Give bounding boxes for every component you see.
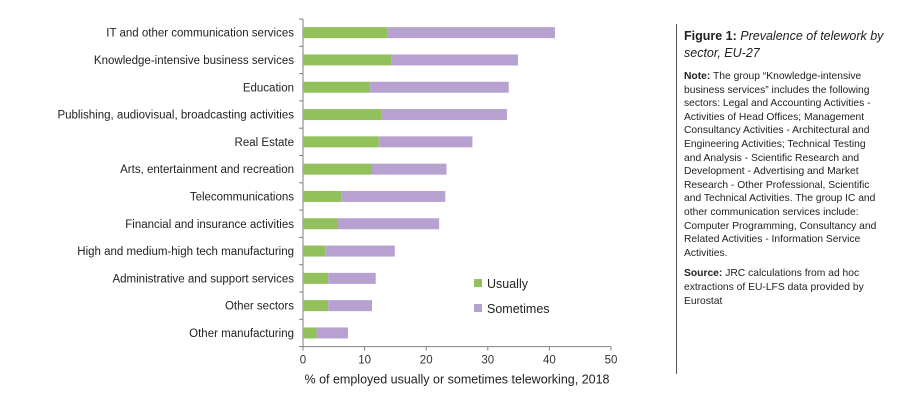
- x-axis-title: % of employed usually or sometimes telew…: [304, 373, 609, 387]
- source-text: JRC calculations from ad hoc extractions…: [684, 268, 864, 307]
- bar-sometimes: [328, 272, 376, 284]
- bar-usually: [303, 190, 342, 202]
- category-label: Education: [243, 82, 294, 94]
- bar-sometimes: [341, 190, 446, 202]
- figure-caption-panel: Figure 1: Prevalence of telework by sect…: [676, 24, 884, 374]
- category-label: Administrative and support services: [112, 273, 294, 285]
- chart-area: IT and other communication services Knowl…: [57, 18, 618, 387]
- legend-label-usually: Usually: [487, 277, 529, 291]
- legend-swatch-usually: [474, 279, 482, 287]
- legend-swatch-sometimes: [474, 304, 482, 312]
- bar-usually: [303, 163, 372, 175]
- bar-sometimes: [387, 27, 555, 39]
- bar-sometimes: [378, 136, 473, 148]
- bar-usually: [303, 327, 317, 339]
- bar-usually: [303, 218, 338, 230]
- x-tick-label: 20: [420, 355, 433, 367]
- bar-sometimes: [337, 218, 440, 230]
- x-tick-label: 30: [481, 355, 494, 367]
- note-label: Note:: [684, 71, 711, 82]
- figure-source: Source: JRC calculations from ad hoc ext…: [684, 267, 884, 308]
- bar-usually: [303, 136, 379, 148]
- category-label: Other manufacturing: [189, 328, 294, 340]
- category-label: Telecommunications: [190, 191, 294, 203]
- bar-usually: [303, 245, 326, 257]
- bar-usually: [303, 27, 388, 39]
- bar-sometimes: [370, 81, 509, 93]
- bar-usually: [303, 109, 382, 121]
- bar-sometimes: [325, 245, 395, 257]
- note-text: The group “Knowledge-intensive business …: [684, 71, 877, 259]
- x-tick-label: 10: [358, 355, 371, 367]
- source-label: Source:: [684, 268, 723, 280]
- bar-usually: [303, 54, 392, 66]
- legend-label-sometimes: Sometimes: [487, 302, 550, 316]
- x-tick-label: 50: [605, 355, 618, 367]
- category-label: Publishing, audiovisual, broadcasting ac…: [57, 110, 294, 122]
- category-label: Financial and insurance activities: [125, 219, 294, 231]
- bar-usually: [303, 300, 329, 312]
- figure-title-text: Prevalence of telework by sector, EU-27: [684, 29, 884, 60]
- category-label: Arts, entertainment and recreation: [120, 164, 294, 176]
- bar-sometimes: [381, 109, 507, 121]
- x-tick-label: 40: [543, 355, 556, 367]
- figure-note: Note: The group “Knowledge-intensive bus…: [684, 70, 884, 260]
- category-label: IT and other communication services: [106, 28, 294, 40]
- x-tick-label: 0: [300, 355, 306, 367]
- category-label: High and medium-high tech manufacturing: [77, 246, 294, 258]
- bar-sometimes: [328, 300, 372, 312]
- bar-chart: IT and other communication services Knowl…: [57, 18, 618, 387]
- category-label: Knowledge-intensive business services: [94, 55, 294, 67]
- figure-title: Figure 1: Prevalence of telework by sect…: [684, 28, 884, 62]
- bar-sometimes: [371, 163, 447, 175]
- bar-sometimes: [391, 54, 518, 66]
- category-label: Other sectors: [225, 301, 294, 313]
- figure-number: Figure 1:: [684, 29, 737, 43]
- bar-sometimes: [316, 327, 348, 339]
- bar-usually: [303, 272, 329, 284]
- bar-usually: [303, 81, 371, 93]
- category-label: Real Estate: [235, 137, 294, 149]
